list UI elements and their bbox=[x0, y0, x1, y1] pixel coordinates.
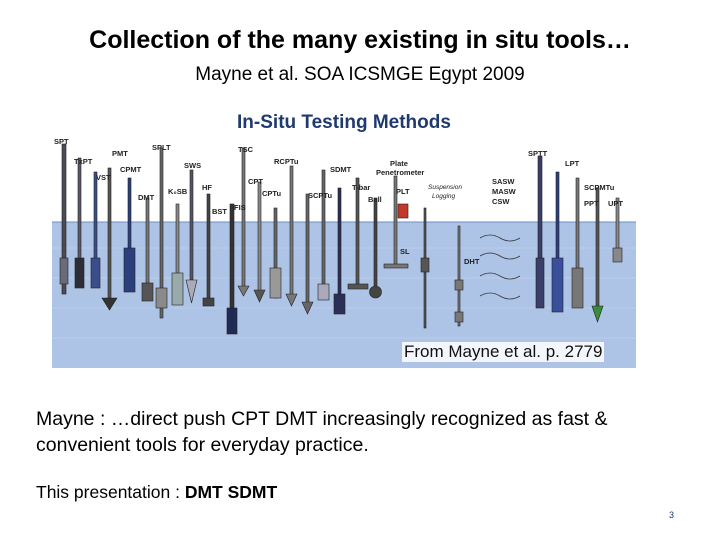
tool-label: Plate bbox=[390, 159, 408, 168]
tool-hf bbox=[202, 193, 215, 307]
tool-label: SPTT bbox=[528, 149, 548, 158]
tool-label: PLT bbox=[396, 187, 410, 196]
tool-pmt bbox=[90, 171, 101, 289]
tool-label: FIS bbox=[234, 203, 246, 212]
tool-dht bbox=[454, 225, 464, 327]
tool-scpmtu bbox=[571, 177, 584, 309]
tool-label: MASW bbox=[492, 187, 516, 196]
tool-label: DMT bbox=[138, 193, 155, 202]
tool-rcptu bbox=[285, 165, 298, 307]
figure-credit: From Mayne et al. p. 2779 bbox=[402, 342, 605, 362]
tool-txpt bbox=[74, 157, 85, 289]
tool-label: T-bar bbox=[352, 183, 371, 192]
presentation-line: This presentation : DMT SDMT bbox=[36, 482, 277, 503]
tool-label: SCPTu bbox=[308, 191, 333, 200]
tool-label: LPT bbox=[565, 159, 580, 168]
tool-label: Penetrometer bbox=[376, 168, 425, 177]
slide-subtitle: Mayne et al. SOA ICSMGE Egypt 2009 bbox=[195, 64, 525, 85]
tool-tbar bbox=[347, 177, 369, 290]
tool-label: SASW bbox=[492, 177, 515, 186]
tool-spt bbox=[59, 143, 69, 295]
tool-label: SL bbox=[400, 247, 410, 256]
tool-cpmt bbox=[123, 177, 136, 293]
tool-label: CPT bbox=[248, 177, 263, 186]
tool-sws bbox=[185, 169, 198, 304]
tool-vst bbox=[101, 167, 118, 311]
tool-upt bbox=[612, 197, 623, 263]
tool-label: BST bbox=[212, 207, 227, 216]
tool-suspension-logging bbox=[420, 207, 430, 329]
tool-label: UPT bbox=[608, 199, 623, 208]
slide-title: Collection of the many existing in situ … bbox=[89, 26, 631, 54]
tool-label: Logging bbox=[432, 193, 456, 200]
tool-scptu bbox=[333, 187, 346, 315]
tool-label: K₀SB bbox=[168, 187, 188, 196]
tool-plate bbox=[383, 175, 409, 269]
tool-ball bbox=[369, 197, 382, 299]
tool-label: PMT bbox=[112, 149, 128, 158]
tool-label: DHT bbox=[464, 257, 480, 266]
tools-illustration bbox=[52, 143, 636, 368]
presentation-value: DMT SDMT bbox=[184, 482, 278, 502]
tool-plt bbox=[397, 203, 409, 219]
tool-label: HF bbox=[202, 183, 212, 192]
tool-sasw bbox=[479, 234, 521, 300]
in-situ-methods-figure: In-Situ Testing Methods SPT TxPT PMT VST… bbox=[50, 108, 638, 370]
body-text: Mayne : …direct push CPT DMT increasingl… bbox=[36, 408, 608, 456]
tool-label: SPT bbox=[54, 137, 69, 146]
page-number: 3 bbox=[669, 510, 675, 520]
tool-label: RCPTu bbox=[274, 157, 299, 166]
tool-label: SWS bbox=[184, 161, 202, 170]
tool-bst bbox=[226, 203, 238, 335]
tool-tsc bbox=[237, 147, 250, 297]
tool-label: CPTu bbox=[262, 189, 282, 198]
tool-label: SCPMTu bbox=[584, 183, 615, 192]
tool-label: TxPT bbox=[74, 157, 93, 166]
tool-k0sb bbox=[171, 203, 184, 306]
tool-cptu bbox=[301, 193, 314, 315]
tool-label: Ball bbox=[368, 195, 382, 204]
tool-label: Suspension bbox=[428, 184, 462, 191]
figure-heading: In-Situ Testing Methods bbox=[237, 112, 451, 133]
tool-label: PPT bbox=[584, 199, 599, 208]
presentation-prefix: This presentation : bbox=[36, 482, 180, 502]
tool-lpt bbox=[551, 171, 564, 313]
tool-splt bbox=[155, 147, 168, 319]
tool-label: SPLT bbox=[152, 143, 171, 152]
tool-sdmt bbox=[317, 169, 330, 301]
tool-label: VST bbox=[96, 173, 111, 182]
tool-label: CSW bbox=[492, 197, 510, 206]
tool-label: SDMT bbox=[330, 165, 352, 174]
tool-sptt bbox=[535, 155, 545, 309]
tool-ppt bbox=[591, 187, 604, 323]
tool-label: TSC bbox=[238, 145, 253, 154]
tool-fis bbox=[269, 207, 282, 299]
tool-cpt bbox=[253, 181, 266, 303]
tool-label: CPMT bbox=[120, 165, 142, 174]
tool-dmt bbox=[141, 197, 154, 302]
